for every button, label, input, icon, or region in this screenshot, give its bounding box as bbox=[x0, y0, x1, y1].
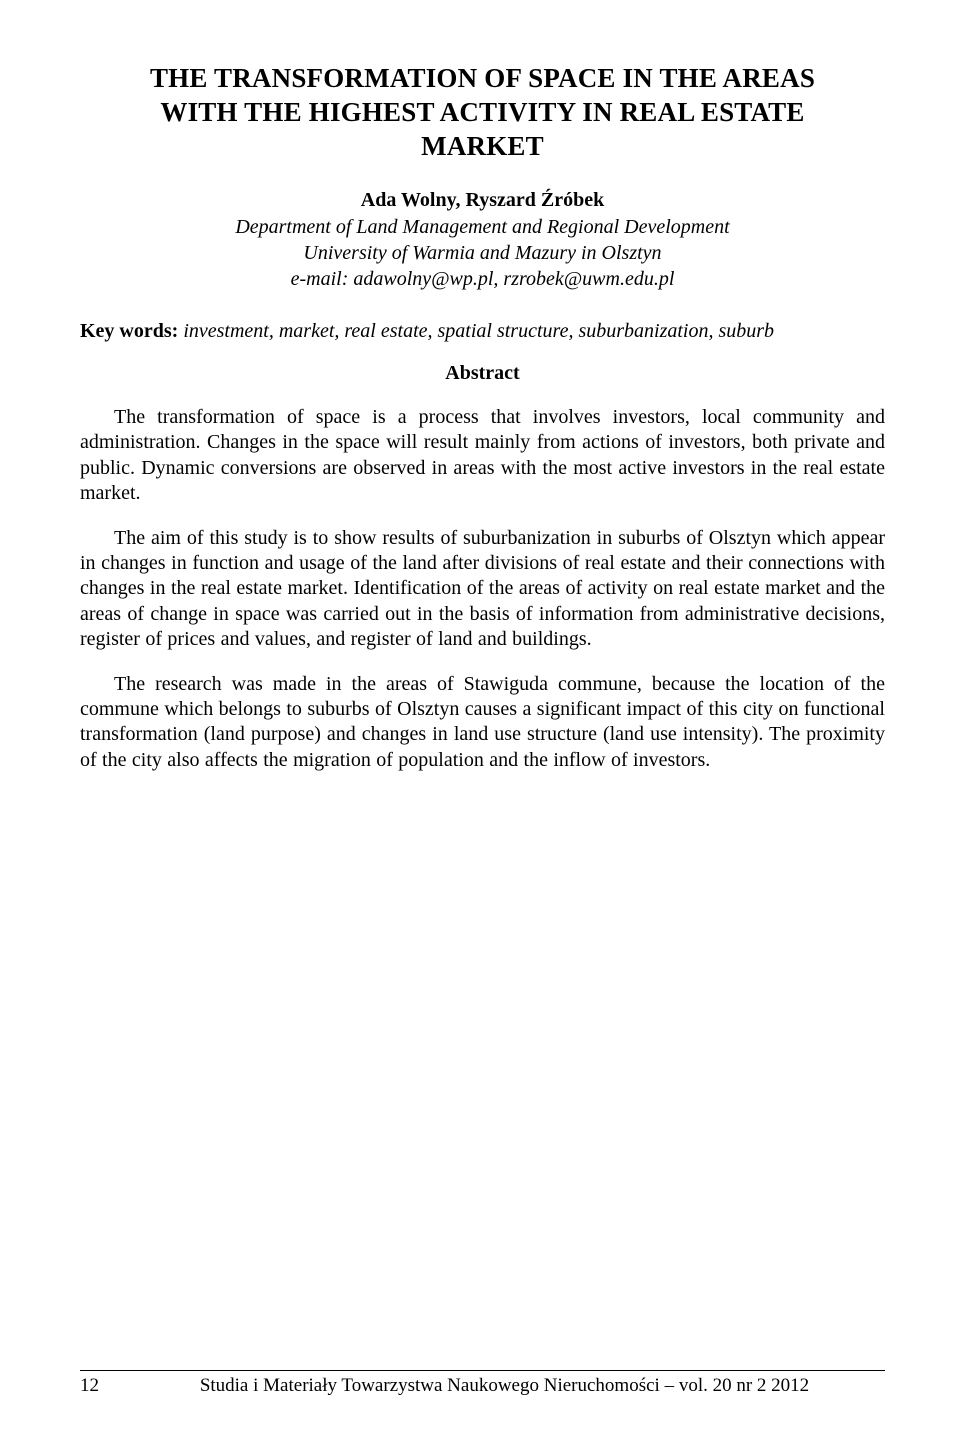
keywords-text: investment, market, real estate, spatial… bbox=[178, 320, 774, 342]
affiliation-line: e-mail: adawolny@wp.pl, rzrobek@uwm.edu.… bbox=[80, 266, 885, 292]
keywords-label: Key words: bbox=[80, 320, 178, 342]
affiliation-line: University of Warmia and Mazury in Olszt… bbox=[80, 240, 885, 266]
page-number: 12 bbox=[80, 1375, 124, 1397]
title-line: MARKET bbox=[80, 130, 885, 164]
abstract-paragraph: The research was made in the areas of St… bbox=[80, 672, 885, 773]
page-footer: 12 Studia i Materiały Towarzystwa Naukow… bbox=[80, 1370, 885, 1397]
affiliation: Department of Land Management and Region… bbox=[80, 214, 885, 292]
affiliation-line: Department of Land Management and Region… bbox=[80, 214, 885, 240]
author-names: Ada Wolny, Ryszard Źróbek bbox=[80, 189, 885, 212]
abstract-paragraph: The transformation of space is a process… bbox=[80, 405, 885, 506]
abstract-paragraph: The aim of this study is to show results… bbox=[80, 526, 885, 652]
abstract-heading: Abstract bbox=[80, 362, 885, 385]
title-line: THE TRANSFORMATION OF SPACE IN THE AREAS bbox=[80, 62, 885, 96]
paper-page: THE TRANSFORMATION OF SPACE IN THE AREAS… bbox=[0, 0, 960, 1445]
paper-title: THE TRANSFORMATION OF SPACE IN THE AREAS… bbox=[80, 62, 885, 163]
title-line: WITH THE HIGHEST ACTIVITY IN REAL ESTATE bbox=[80, 96, 885, 130]
keywords-block: Key words: investment, market, real esta… bbox=[80, 318, 885, 344]
journal-info: Studia i Materiały Towarzystwa Naukowego… bbox=[124, 1375, 885, 1397]
